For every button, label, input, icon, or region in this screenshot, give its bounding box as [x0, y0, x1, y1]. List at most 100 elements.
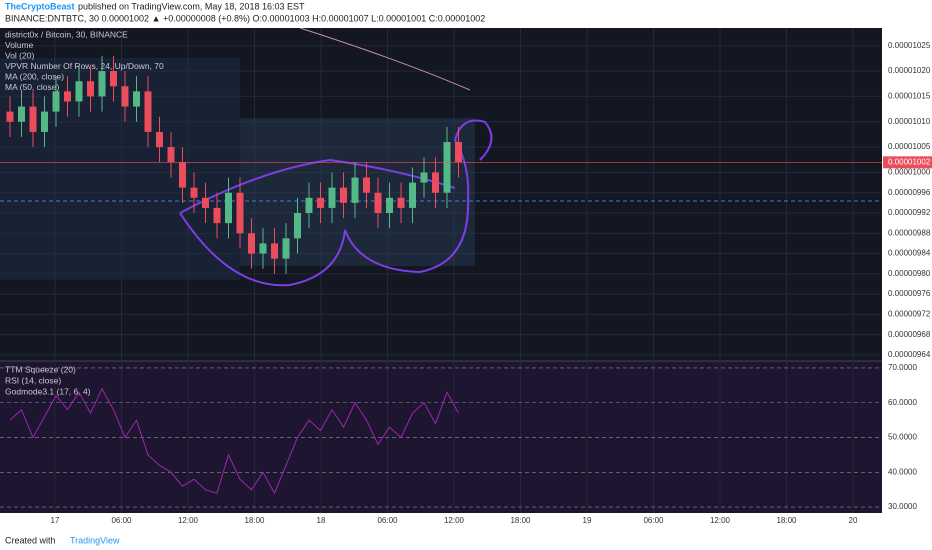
y-tick-label: 0.00000964 — [888, 350, 931, 359]
candle-body — [340, 187, 347, 203]
y-tick-label: 0.00001005 — [888, 142, 931, 151]
y-tick-label: 0.00000976 — [888, 289, 931, 298]
oscillator-background — [0, 361, 882, 513]
x-tick-label: 18:00 — [244, 516, 265, 525]
candle-body — [144, 91, 152, 132]
legend-entry: Volume — [5, 40, 34, 50]
y-tick-label: 70.0000 — [888, 363, 917, 372]
candle-body — [409, 182, 416, 208]
candle-body — [110, 71, 117, 87]
x-tick-label: 18:00 — [510, 516, 531, 525]
x-tick-label: 18 — [317, 516, 326, 525]
legend-entry: MA (200, close) — [5, 71, 64, 81]
y-tick-label: 0.00001010 — [888, 117, 931, 126]
candle-body — [271, 243, 278, 259]
x-tick-label: 06:00 — [111, 516, 132, 525]
candle-body — [41, 111, 48, 132]
candle-body — [179, 162, 186, 188]
candle-body — [363, 177, 370, 193]
footer-brand: TradingView — [70, 535, 120, 545]
x-tick-label: 19 — [583, 516, 592, 525]
x-tick-label: 18:00 — [776, 516, 797, 525]
candle-body — [386, 197, 393, 214]
candle-body — [87, 81, 94, 97]
candle-body — [167, 147, 175, 163]
x-tick-label: 12:00 — [444, 516, 465, 525]
legend-entry: Vol (20) — [5, 50, 34, 60]
y-tick-label: 60.0000 — [888, 398, 917, 407]
legend-entry: district0x / Bitcoin, 30, BINANCE — [5, 29, 128, 39]
footer-created: Created with — [5, 535, 56, 545]
candle-body — [6, 111, 14, 122]
candle-body — [305, 197, 313, 214]
candle-body — [29, 106, 37, 132]
y-tick-label: 0.00000980 — [888, 269, 931, 278]
candle-body — [443, 142, 451, 193]
x-tick-label: 12:00 — [178, 516, 199, 525]
y-tick-label: 50.0000 — [888, 433, 917, 442]
y-tick-label: 0.00001025 — [888, 41, 931, 50]
candle-body — [64, 91, 71, 102]
y-tick-label: 0.00001020 — [888, 66, 931, 75]
candle-body — [259, 243, 267, 254]
header-bar — [0, 0, 932, 28]
drawing — [179, 119, 493, 287]
y-tick-label: 0.00000984 — [888, 249, 931, 258]
legend-entry: Godmode3.1 (17, 6, 4) — [5, 386, 91, 396]
candle-body — [75, 81, 83, 102]
range-box — [0, 58, 240, 280]
candle-body — [98, 71, 106, 97]
candle-body — [225, 192, 232, 224]
y-tick-label: 40.0000 — [888, 467, 917, 476]
candle-body — [133, 91, 140, 107]
y-tick-label: 0.00001015 — [888, 92, 931, 101]
y-tick-label: 0.00000992 — [888, 208, 931, 217]
x-tick-label: 06:00 — [643, 516, 664, 525]
legend-entry: MA (50, close) — [5, 82, 59, 92]
candle-body — [282, 238, 290, 259]
candle-body — [328, 187, 336, 208]
candle-body — [455, 142, 462, 163]
last-price-label: 0.00001002 — [888, 157, 931, 166]
legend-entry: TTM Squeeze (20) — [5, 364, 76, 374]
x-tick-label: 17 — [51, 516, 60, 525]
candle-body — [52, 91, 60, 112]
symbol-line: BINANCE:DNTBTC, 30 0.00001002 ▲ +0.00000… — [5, 13, 485, 23]
x-tick-label: 06:00 — [377, 516, 398, 525]
y-tick-label: 0.00000988 — [888, 228, 931, 237]
candle-body — [202, 197, 209, 208]
candle-body — [432, 172, 439, 193]
published: published on TradingView.com, May 18, 20… — [78, 1, 305, 11]
candle-body — [351, 177, 359, 203]
ma-200 — [299, 27, 471, 91]
candle-body — [121, 86, 129, 107]
x-tick-label: 20 — [849, 516, 858, 525]
candle-body — [374, 192, 382, 214]
y-tick-label: 0.00001000 — [888, 168, 931, 177]
candle-body — [156, 131, 163, 148]
x-tick-label: 12:00 — [710, 516, 731, 525]
candle-body — [18, 106, 25, 122]
legend-entry: RSI (14, close) — [5, 375, 61, 385]
time-axis — [0, 513, 882, 530]
candle-body — [420, 172, 428, 183]
candle-body — [397, 197, 405, 208]
candle-body — [317, 197, 324, 208]
y-tick-label: 0.00000996 — [888, 188, 931, 197]
candle-body — [236, 192, 244, 234]
candle-body — [248, 233, 255, 254]
author: TheCryptoBeast — [5, 1, 75, 11]
legend-entry: VPVR Number Of Rows, 24, Up/Down, 70 — [5, 61, 164, 71]
y-tick-label: 0.00000972 — [888, 309, 931, 318]
last-price-tag — [883, 156, 932, 169]
price-axis — [882, 28, 932, 530]
candle-body — [190, 187, 198, 198]
y-tick-label: 0.00000968 — [888, 330, 931, 339]
drawing — [179, 158, 456, 214]
y-tick-label: 30.0000 — [888, 502, 917, 511]
rsi-line — [9, 387, 459, 495]
candle-body — [294, 213, 301, 239]
candle-body — [213, 207, 221, 224]
